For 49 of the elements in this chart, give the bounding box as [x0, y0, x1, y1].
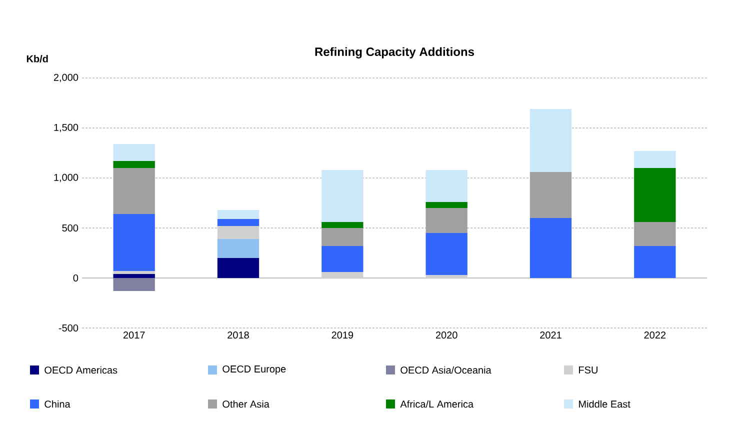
bar: [634, 150, 676, 168]
bar: [634, 222, 676, 246]
bar: [113, 144, 155, 161]
y-tick-label: 500: [62, 224, 78, 232]
bar: [426, 202, 468, 208]
bar: [113, 278, 155, 291]
bar: [530, 218, 572, 278]
x-tick-label: 2020: [436, 332, 458, 339]
bar: [322, 170, 364, 222]
y-tick-label: 1,000: [54, 174, 78, 182]
bar: [113, 160, 155, 168]
bar: [634, 246, 676, 278]
bar: [113, 270, 155, 274]
bar: [426, 208, 468, 233]
y-tick-label: 0: [73, 274, 78, 282]
legend-label: OECD Americas: [44, 366, 118, 374]
bar: [217, 238, 260, 258]
bar: [217, 226, 260, 239]
bar: [322, 246, 364, 272]
bar: [322, 228, 364, 246]
y-axis-title: Kb/d: [26, 55, 48, 62]
x-tick-label: 2017: [123, 332, 145, 339]
x-tick-label: 2021: [540, 332, 562, 339]
x-tick-label: 2022: [644, 332, 666, 339]
bar: [634, 168, 676, 222]
bar: [217, 258, 260, 278]
bar: [426, 170, 468, 202]
bar: [113, 168, 155, 214]
bar: [530, 108, 572, 172]
legend-label: OECD Europe: [222, 365, 286, 375]
legend-label: OECD Asia/Oceania: [400, 366, 492, 374]
legend-label: Other Asia: [222, 400, 270, 408]
x-tick-label: 2019: [332, 332, 354, 339]
bar: [217, 218, 260, 226]
bar: [113, 274, 155, 278]
y-tick-label: 1,500: [54, 124, 78, 132]
legend-label: China: [44, 400, 70, 408]
bar: [322, 222, 364, 228]
bar: [426, 232, 468, 275]
y-tick-label: -500: [58, 324, 78, 332]
chart-title: Refining Capacity Additions: [315, 47, 474, 58]
x-tick-label: 2018: [228, 332, 249, 339]
legend-label: Middle East: [579, 400, 630, 408]
y-tick-label: 2,000: [54, 74, 78, 82]
bar: [217, 210, 260, 219]
bar: [113, 214, 155, 271]
legend-label: FSU: [579, 366, 598, 374]
legend-label: Africa/L America: [400, 400, 474, 408]
bar: [530, 172, 572, 218]
